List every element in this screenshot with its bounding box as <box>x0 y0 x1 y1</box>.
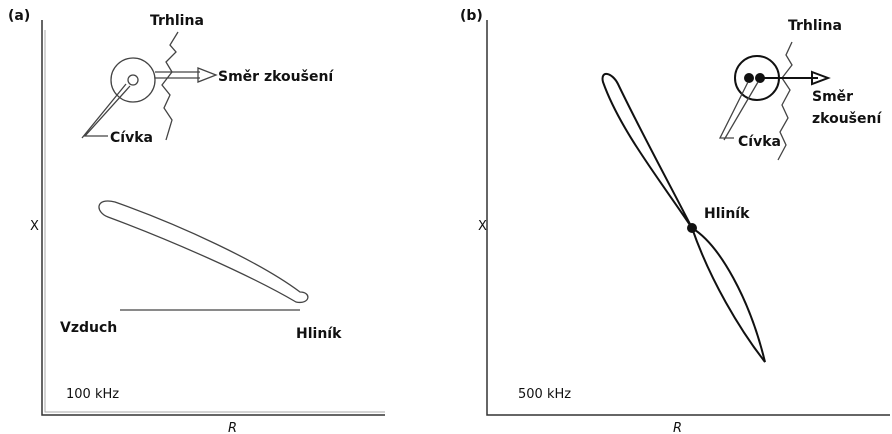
material-label: Hliník <box>704 206 750 222</box>
coil-leader <box>718 81 759 141</box>
direction-label: Směr zkoušení <box>218 69 334 85</box>
impedance-loop <box>98 200 309 304</box>
coil-dot <box>744 73 754 83</box>
coil-inner <box>127 74 139 86</box>
panel-a: (a) X R 100 kHz Trhlina Směr zkoušení Cí… <box>8 8 385 434</box>
axes <box>41 20 385 416</box>
direction-arrow <box>155 67 218 83</box>
impedance-figure <box>601 73 766 363</box>
coil-leader <box>81 83 131 139</box>
panel-label: (b) <box>460 8 483 24</box>
air-label: Vzduch <box>60 320 117 336</box>
crack-label: Trhlina <box>150 13 204 29</box>
direction-label: zkoušení <box>812 111 882 127</box>
y-axis-label: X <box>478 219 487 234</box>
coil-label: Cívka <box>110 130 153 146</box>
panel-label: (a) <box>8 8 30 24</box>
coil-label: Cívka <box>738 134 781 150</box>
coil-circle <box>110 57 156 103</box>
y-axis-label: X <box>30 219 39 234</box>
panel-b: (b) X R 500 kHz Hliník Trhlina Směr zkou… <box>460 8 890 434</box>
frequency: 100 kHz <box>66 387 119 402</box>
axes-shadow <box>44 30 385 413</box>
crack-label: Trhlina <box>788 18 842 34</box>
direction-label: Směr <box>812 89 853 105</box>
x-axis-label: R <box>228 421 237 434</box>
frequency: 500 kHz <box>518 387 571 402</box>
crack <box>777 41 793 161</box>
axes <box>486 20 890 416</box>
material-label: Hliník <box>296 326 342 342</box>
x-axis-label: R <box>673 421 682 434</box>
material-point <box>687 223 697 233</box>
crack <box>161 31 179 141</box>
direction-arrow <box>760 70 831 86</box>
